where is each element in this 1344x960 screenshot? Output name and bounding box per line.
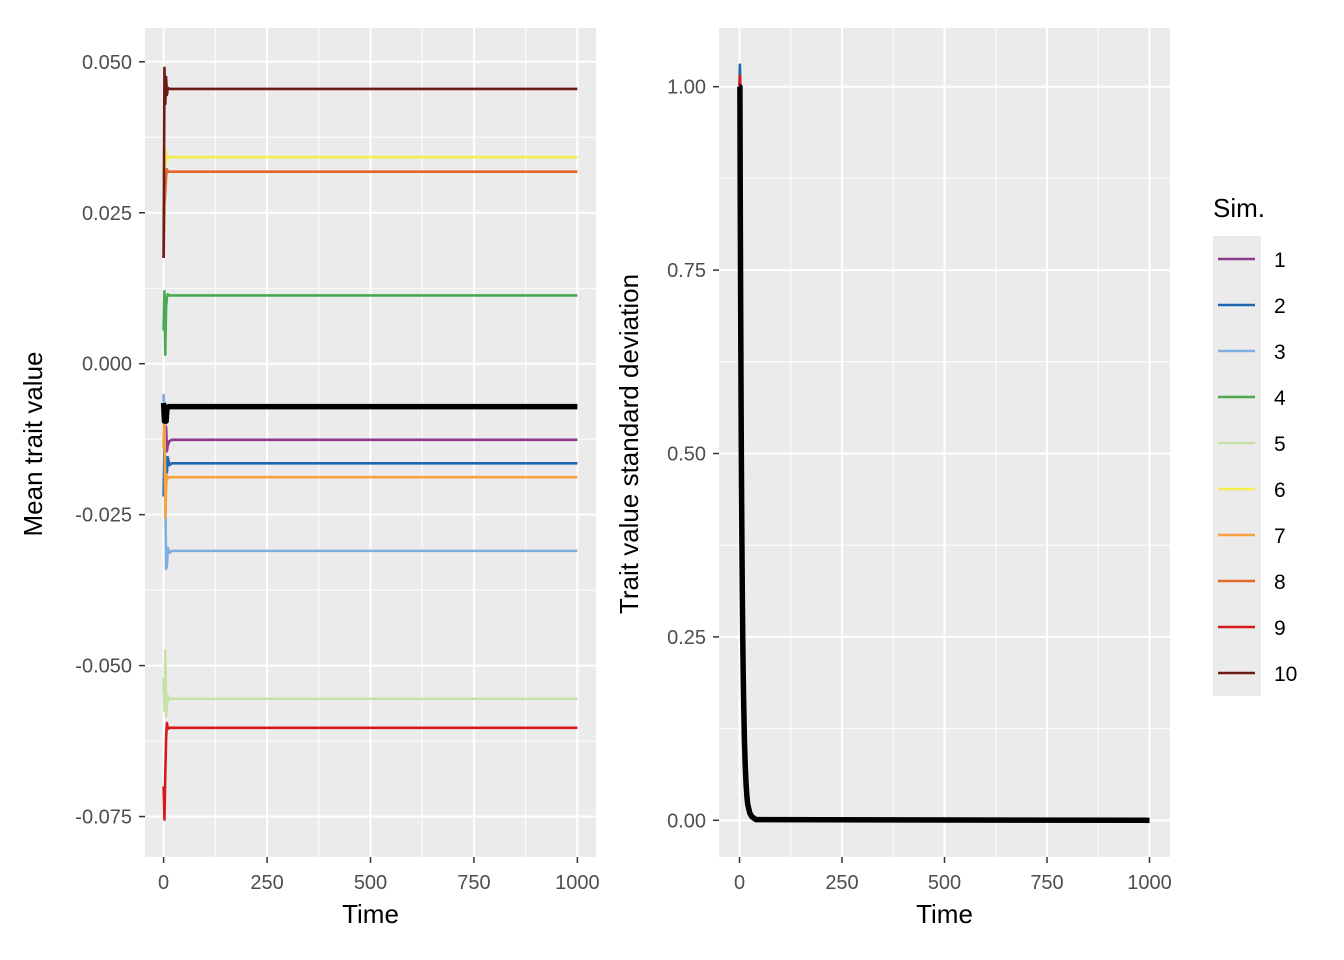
left-series-line-4 xyxy=(162,289,578,356)
legend-label-10: 10 xyxy=(1274,663,1297,686)
left-x-tick-label: 0 xyxy=(158,872,169,894)
left-y-axis-title: Mean trait value xyxy=(18,352,48,537)
left-series-line-9 xyxy=(162,721,578,821)
left-series-line-5 xyxy=(162,649,578,719)
left-y-tick-label: -0.075 xyxy=(75,807,132,829)
left-y-tick-label: 0.050 xyxy=(82,52,132,74)
right-x-tick-label: 0 xyxy=(734,872,745,894)
right-y-tick-label: 0.50 xyxy=(667,444,706,466)
right-y-tick-label: 0.00 xyxy=(667,810,706,832)
left-y-tick-label: 0.000 xyxy=(82,354,132,376)
legend-title: Sim. xyxy=(1213,193,1265,223)
legend: Sim. 1 2 3 4 5 6 7 8 9 10 xyxy=(1213,193,1297,696)
right-y-axis-title: Trait value standard deviation xyxy=(614,274,644,614)
legend-label-8: 8 xyxy=(1274,571,1286,594)
legend-label-6: 6 xyxy=(1274,479,1286,502)
legend-label-3: 3 xyxy=(1274,341,1286,364)
right-y-tick-label: 0.25 xyxy=(667,627,706,649)
left-y-tick-label: 0.025 xyxy=(82,203,132,225)
legend-label-9: 9 xyxy=(1274,617,1286,640)
right-y-tick-label: 1.00 xyxy=(667,77,706,99)
right-y-tick-label: 0.75 xyxy=(667,260,706,282)
left-series-line-7 xyxy=(162,407,578,519)
right-chart-panel: 0 250 500 750 1000 0.00 0.25 0.50 0.75 1.00 Time Tr… xyxy=(614,28,1172,929)
right-x-tick-label: 250 xyxy=(825,872,858,894)
left-series-line-10 xyxy=(162,66,578,259)
left-x-axis-title: Time xyxy=(342,899,399,929)
right-series-line-overall xyxy=(737,83,1150,824)
right-series-line-9 xyxy=(738,74,742,87)
legend-items: 1 2 3 4 5 6 7 8 9 10 xyxy=(1218,249,1297,686)
left-chart-panel: 0 250 500 750 1000 -0.075 -0.050 -0.025 0.000 0.0… xyxy=(18,28,600,929)
left-x-tick-label: 1000 xyxy=(555,872,600,894)
left-y-tick-label: -0.050 xyxy=(75,656,132,678)
right-x-axis-title: Time xyxy=(916,899,973,929)
legend-label-5: 5 xyxy=(1274,433,1286,456)
legend-label-4: 4 xyxy=(1274,387,1286,410)
legend-key-background xyxy=(1213,236,1261,696)
left-x-tick-label: 750 xyxy=(457,872,490,894)
right-x-tick-label: 500 xyxy=(928,872,961,894)
left-x-tick-label: 500 xyxy=(354,872,387,894)
left-y-tick-label: -0.025 xyxy=(75,505,132,527)
left-x-tick-label: 250 xyxy=(250,872,283,894)
legend-label-1: 1 xyxy=(1274,249,1286,272)
legend-label-2: 2 xyxy=(1274,295,1286,318)
right-x-tick-label: 1000 xyxy=(1127,872,1172,894)
legend-label-7: 7 xyxy=(1274,525,1286,548)
left-series-line-overall xyxy=(160,402,578,424)
right-x-tick-label: 750 xyxy=(1030,872,1063,894)
